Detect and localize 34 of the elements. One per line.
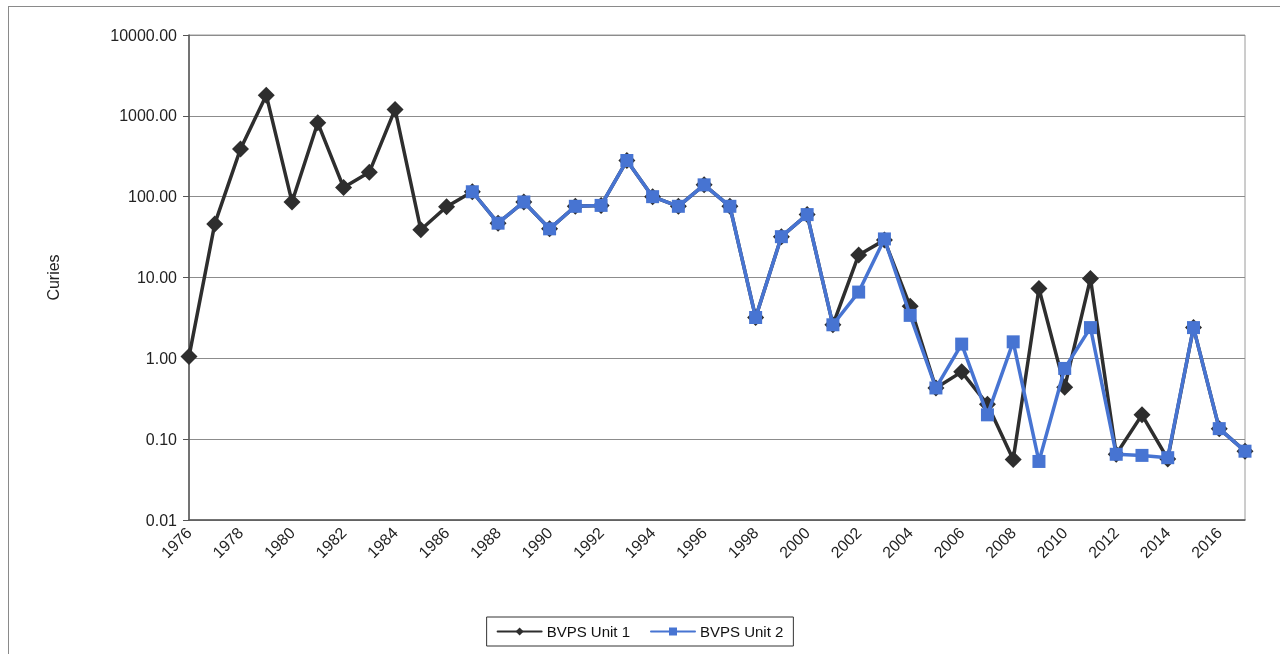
- point: [1083, 321, 1097, 335]
- point: [360, 163, 378, 181]
- point: [335, 178, 353, 196]
- point: [1133, 406, 1151, 424]
- point: [180, 348, 198, 366]
- y-tick-label: 10.00: [136, 269, 178, 286]
- y-tick-label: 0.01: [145, 511, 178, 529]
- y-tick-label: 1000.00: [119, 107, 178, 125]
- legend-label: BVPS Unit 2: [700, 623, 784, 640]
- point: [980, 408, 994, 422]
- y-axis-title: Curies: [44, 254, 62, 301]
- point: [412, 221, 430, 239]
- point: [257, 86, 275, 104]
- point: [850, 246, 868, 264]
- point: [955, 337, 969, 351]
- y-tick-label: 10000.00: [110, 26, 178, 44]
- point: [309, 114, 327, 132]
- point: [206, 215, 224, 233]
- y-tick-label: 100.00: [128, 188, 178, 206]
- point: [1004, 451, 1022, 469]
- point: [852, 285, 866, 299]
- legend-label: BVPS Unit 1: [546, 623, 630, 640]
- y-tick-label: 1.00: [145, 349, 178, 367]
- point: [1006, 335, 1020, 349]
- point: [232, 140, 250, 158]
- point: [903, 308, 917, 322]
- point: [1058, 361, 1072, 375]
- point: [1032, 454, 1046, 468]
- point: [283, 193, 301, 211]
- y-tick-label: 0.10: [145, 430, 178, 448]
- point: [1135, 448, 1149, 462]
- point: [438, 198, 456, 216]
- point: [953, 363, 971, 381]
- point: [386, 100, 404, 118]
